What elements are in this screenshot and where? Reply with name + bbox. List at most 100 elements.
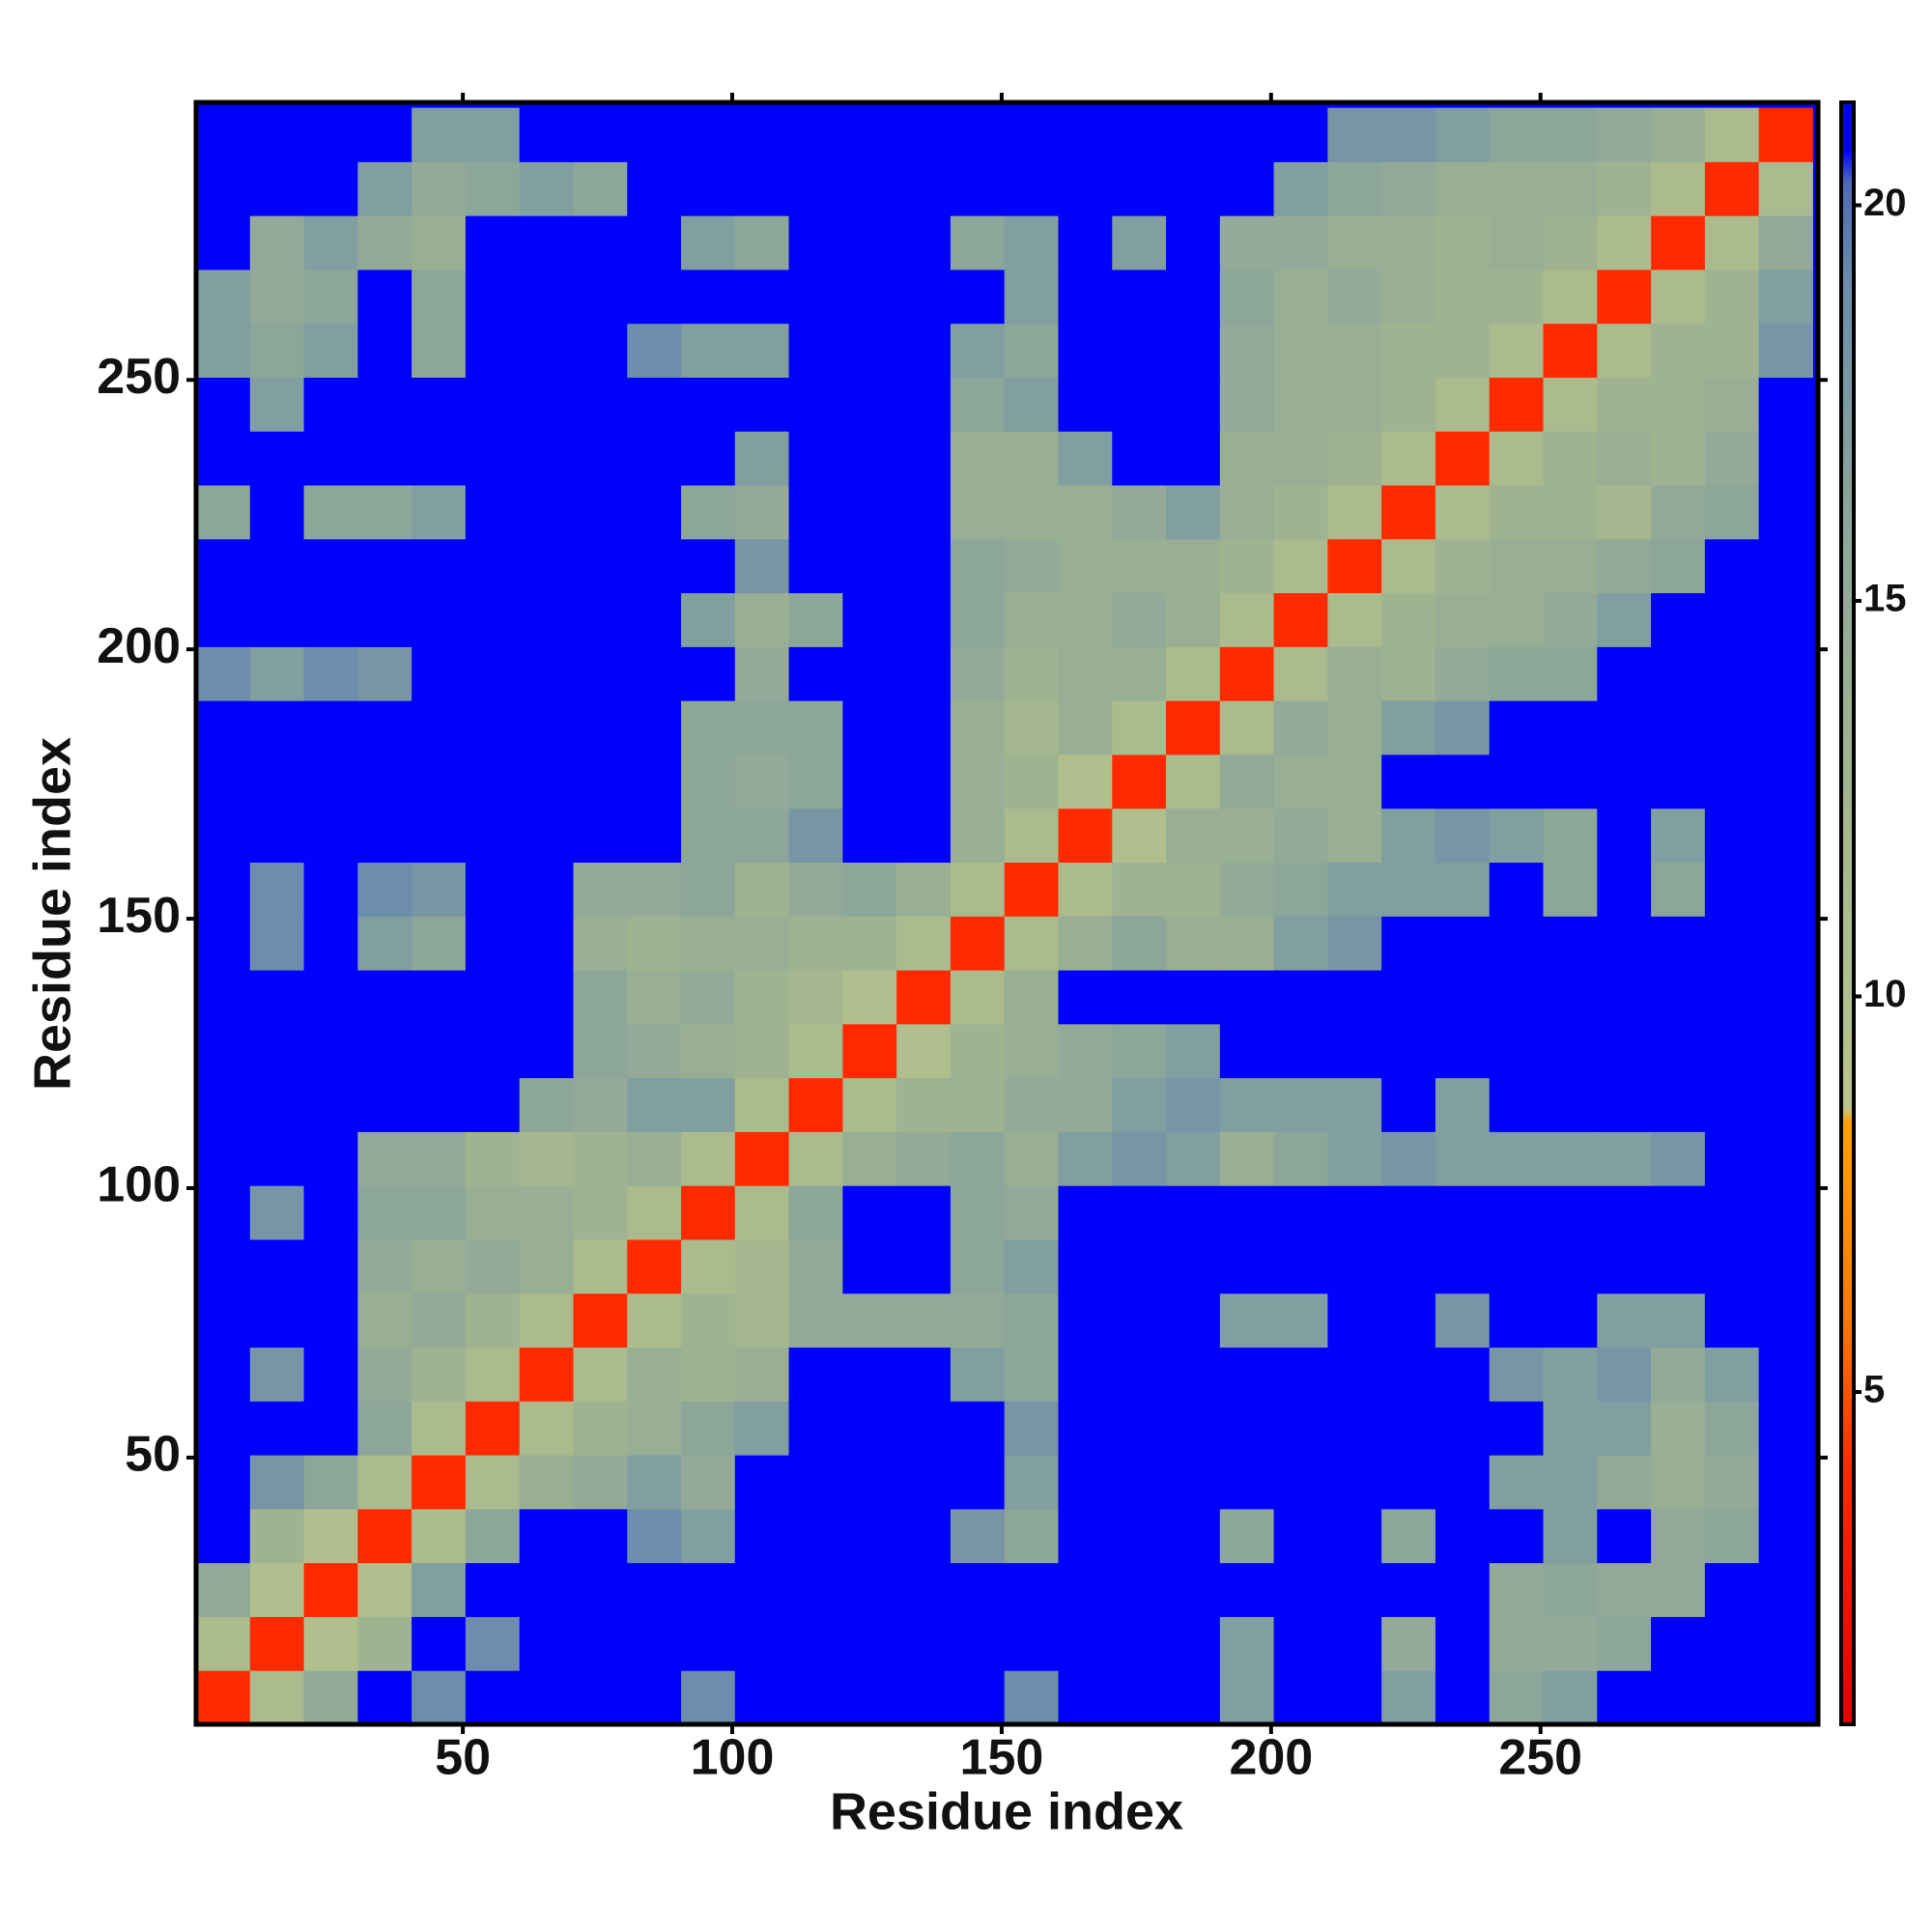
heatmap-cell <box>412 485 467 540</box>
heatmap-cell <box>1758 808 1813 864</box>
heatmap-cell <box>734 161 790 216</box>
heatmap-cell <box>1704 862 1760 917</box>
heatmap-cell <box>1381 1077 1436 1132</box>
heatmap-cell <box>1219 107 1275 162</box>
heatmap-cell <box>249 1401 305 1456</box>
heatmap-cell <box>1543 1670 1598 1725</box>
heatmap-cell <box>1758 700 1813 755</box>
heatmap-cell <box>788 1185 843 1240</box>
heatmap-cell <box>357 323 412 378</box>
heatmap-cell <box>950 1455 1006 1510</box>
heatmap-cell <box>1435 592 1491 647</box>
heatmap-cell <box>303 1616 358 1671</box>
heatmap-cell <box>734 753 790 810</box>
heatmap-cell <box>196 1347 251 1402</box>
heatmap-cell <box>788 269 843 325</box>
heatmap-cell <box>1704 538 1760 594</box>
heatmap-cell <box>1435 700 1491 755</box>
heatmap-cell <box>1435 215 1491 270</box>
heatmap-cell <box>573 753 628 810</box>
heatmap-cell <box>1327 1455 1382 1510</box>
heatmap-cell <box>1435 323 1491 378</box>
heatmap-cell <box>950 1077 1006 1132</box>
heatmap-cell <box>950 269 1006 325</box>
heatmap-cell <box>734 1023 790 1079</box>
heatmap-cell <box>1058 862 1113 917</box>
heatmap-cell <box>1112 1562 1167 1617</box>
heatmap-cell <box>1058 808 1113 864</box>
heatmap-cell <box>519 592 574 647</box>
heatmap-cell <box>1543 323 1598 378</box>
heatmap-cell <box>1597 1455 1652 1510</box>
heatmap-cell <box>1004 538 1059 594</box>
heatmap-cell <box>1381 646 1436 701</box>
heatmap-cell <box>627 377 682 432</box>
heatmap-cell <box>196 862 251 917</box>
heatmap-cell <box>1112 1077 1167 1132</box>
heatmap-cell <box>1004 1616 1059 1671</box>
heatmap-cell <box>1489 1508 1545 1564</box>
heatmap-cell <box>896 1508 952 1564</box>
heatmap-cell <box>1004 269 1059 325</box>
heatmap-cell <box>1489 916 1545 971</box>
heatmap-cell <box>1651 1455 1706 1510</box>
heatmap-cell <box>788 646 843 701</box>
heatmap-cell <box>1112 1670 1167 1725</box>
heatmap-cell <box>1004 431 1059 486</box>
heatmap-cell <box>1273 1238 1328 1294</box>
colorbar <box>1839 100 1856 1726</box>
heatmap-cell <box>303 1131 358 1186</box>
heatmap-cell <box>1273 862 1328 917</box>
heatmap-cell <box>1489 323 1545 378</box>
heatmap-cell <box>1704 377 1760 432</box>
heatmap-cell <box>734 1185 790 1240</box>
heatmap-cell <box>1489 269 1545 325</box>
heatmap-cell <box>1381 538 1436 594</box>
heatmap-cell <box>357 1401 412 1456</box>
heatmap-cell <box>950 1023 1006 1079</box>
heatmap-cell <box>1597 377 1652 432</box>
heatmap-cell <box>1058 646 1113 701</box>
heatmap-cell <box>1758 323 1813 378</box>
heatmap-cell <box>249 916 305 971</box>
heatmap-cell <box>1543 1455 1598 1510</box>
heatmap-cell <box>412 1293 467 1349</box>
heatmap-cell <box>896 1131 952 1186</box>
heatmap-cell <box>788 808 843 864</box>
heatmap-cell <box>573 808 628 864</box>
heatmap-cell <box>1166 1401 1221 1456</box>
heatmap-cell <box>1166 1185 1221 1240</box>
heatmap-cell <box>1058 970 1113 1025</box>
heatmap-cell <box>465 1455 521 1510</box>
heatmap-cell <box>1758 215 1813 270</box>
heatmap-cell <box>519 1131 574 1186</box>
heatmap-cell <box>734 1077 790 1132</box>
heatmap-cell <box>1758 485 1813 540</box>
heatmap-cell <box>788 700 843 755</box>
heatmap-cell <box>519 377 574 432</box>
heatmap-cell <box>1327 1185 1382 1240</box>
heatmap-cell <box>1004 1670 1059 1725</box>
heatmap-cell <box>519 1293 574 1349</box>
heatmap-cell <box>1166 1293 1221 1349</box>
heatmap-cell <box>627 862 682 917</box>
heatmap-cell <box>1058 1238 1113 1294</box>
heatmap-cell <box>896 1455 952 1510</box>
heatmap-cell <box>573 1131 628 1186</box>
heatmap-cell <box>1112 1023 1167 1079</box>
heatmap-cell <box>1004 161 1059 216</box>
heatmap-cell <box>357 1562 412 1617</box>
heatmap-cell <box>1327 538 1382 594</box>
heatmap-cell <box>573 1293 628 1349</box>
heatmap-cell <box>1651 1077 1706 1132</box>
heatmap-cell <box>1381 916 1436 971</box>
heatmap-cell <box>788 1238 843 1294</box>
heatmap-cell <box>1597 592 1652 647</box>
heatmap-cell <box>519 646 574 701</box>
heatmap-cell <box>1166 862 1221 917</box>
heatmap-cell <box>1597 1185 1652 1240</box>
heatmap-cell <box>734 215 790 270</box>
heatmap-cell <box>1543 1023 1598 1079</box>
heatmap-cell <box>196 1023 251 1079</box>
y-tick-label: 250 <box>97 349 181 405</box>
